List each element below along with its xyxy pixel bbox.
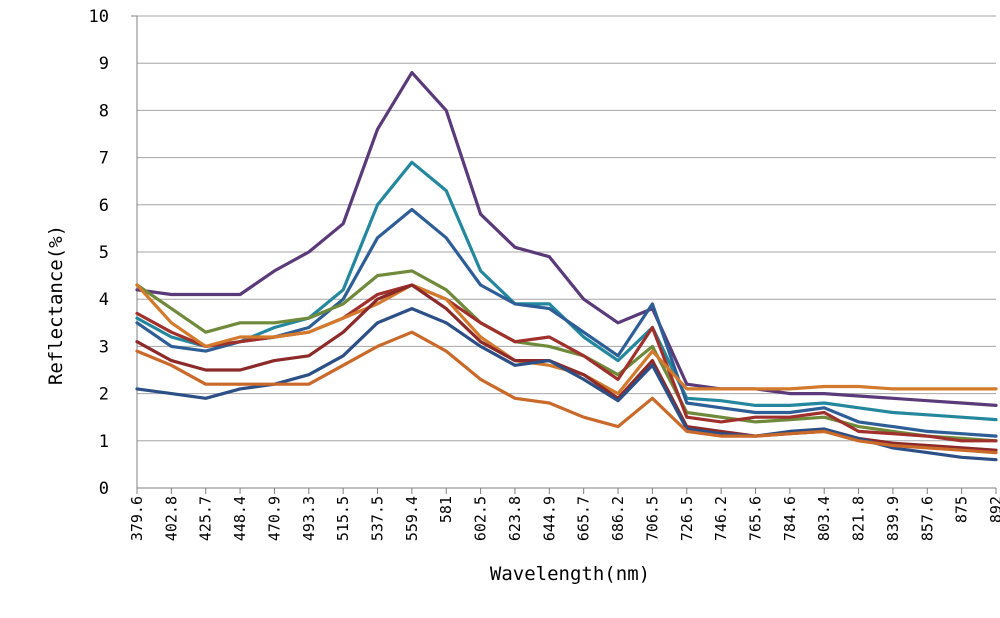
x-tick-label: 839.9: [884, 496, 902, 541]
y-tick-label: 5: [99, 243, 109, 263]
series-line-purple: [135, 70, 998, 407]
y-tick-label: 0: [99, 479, 109, 499]
series-line-green: [135, 269, 998, 443]
series-lines: [135, 70, 998, 462]
x-tick-label: 665.7: [575, 496, 593, 541]
x-tick-label: 892: [987, 496, 1000, 523]
y-tick-label: 2: [99, 385, 109, 405]
y-tick-label: 1: [99, 432, 109, 452]
x-tick-label: 537.5: [369, 496, 387, 541]
x-tick-label: 602.5: [472, 496, 490, 541]
y-tick-labels: 0 1 2 3 4 5 6 7 8 9 10: [89, 7, 109, 499]
axes: [131, 15, 997, 494]
x-tick-label: 706.5: [643, 496, 661, 541]
series-line-teal: [135, 160, 998, 422]
y-tick-label: 4: [99, 290, 109, 310]
x-tick-label: 515.5: [334, 496, 352, 541]
x-tick-label: 726.5: [678, 496, 696, 541]
x-tick-label: 644.9: [540, 496, 558, 541]
x-tick-label: 857.6: [918, 496, 936, 541]
x-tick-label: 559.4: [403, 496, 421, 541]
x-tick-label: 448.4: [231, 496, 249, 541]
x-tick-label: 821.8: [850, 496, 868, 541]
series-line-crimson: [135, 283, 998, 452]
y-axis-title: Reflectance(%): [45, 225, 67, 385]
x-tick-label: 623.8: [506, 496, 524, 541]
y-tick-label: 8: [99, 101, 109, 121]
x-tick-label: 765.6: [746, 496, 764, 541]
x-tick-label: 875: [953, 496, 971, 523]
y-tick-label: 7: [99, 149, 109, 169]
x-tick-label: 493.3: [300, 496, 318, 541]
x-tick-label: 784.6: [781, 496, 799, 541]
series-line-light-orange: [135, 330, 998, 455]
x-tick-label: 746.2: [712, 496, 730, 541]
y-tick-label: 3: [99, 337, 109, 357]
x-tick-labels: 379.6 402.8 425.7 448.4 470.9 493.3 515.5 537.5…: [128, 496, 1000, 541]
x-tick-label: 803.4: [815, 496, 833, 541]
x-tick-label: 470.9: [265, 496, 283, 541]
y-tick-label: 10: [89, 7, 109, 27]
x-tick-label: 425.7: [197, 496, 215, 541]
x-tick-label: 686.2: [609, 496, 627, 541]
x-tick-label: 581: [437, 496, 455, 523]
gridlines: [137, 15, 996, 442]
y-tick-label: 6: [99, 196, 109, 216]
x-tick-label: 402.8: [162, 496, 180, 541]
x-axis-title: Wavelength(nm): [490, 563, 650, 585]
x-tick-label: 379.6: [128, 496, 146, 541]
y-tick-label: 9: [99, 54, 109, 74]
